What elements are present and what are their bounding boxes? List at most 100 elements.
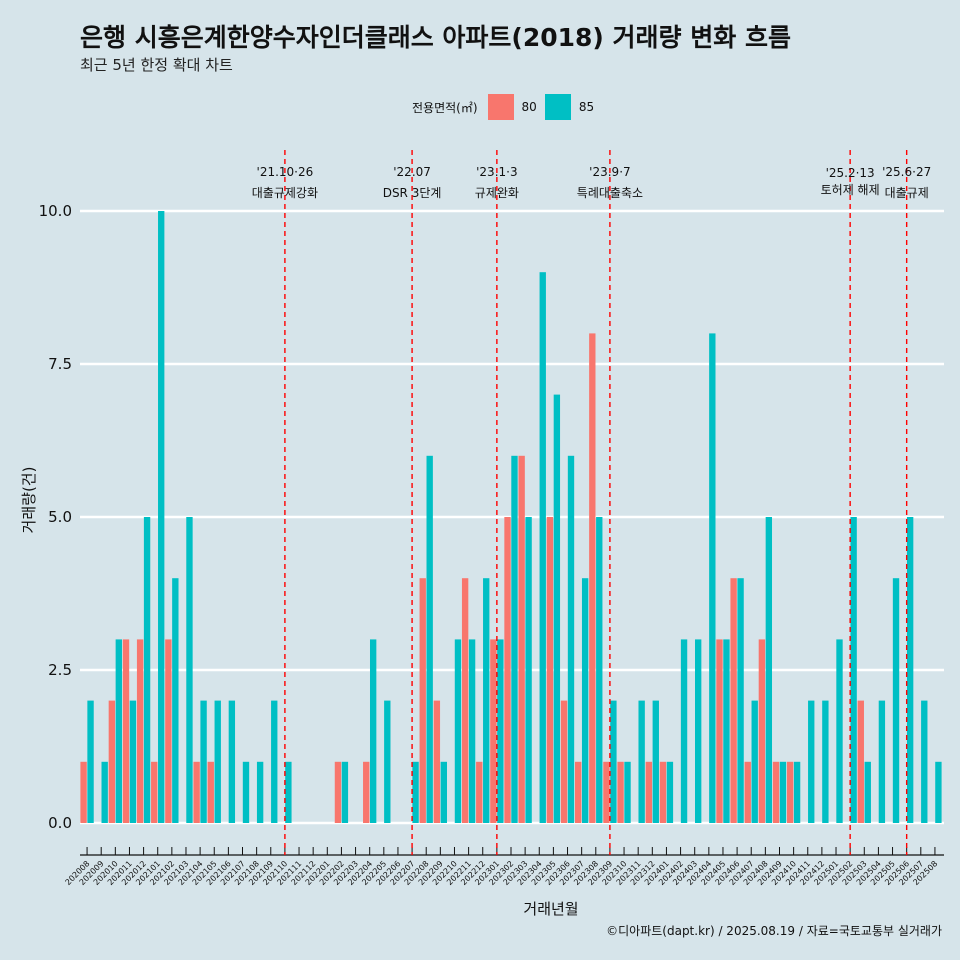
bar-85-202407 [751, 700, 758, 823]
bar-85-202303 [525, 517, 532, 823]
event-label-text-3: 특례대출축소 [577, 186, 643, 200]
bar-80-202211 [461, 578, 469, 823]
bar-80-202102 [165, 639, 172, 823]
bar-80-202405 [716, 639, 723, 823]
bar-85-202501 [836, 639, 843, 823]
bar-85-202411 [808, 700, 815, 823]
bar-80-202307 [575, 761, 582, 823]
bar-80-202012 [136, 639, 144, 823]
legend-title: 전용면적(㎡) [412, 100, 478, 115]
bar-85-202402 [680, 639, 688, 823]
bar-80-202310 [617, 761, 624, 823]
legend-swatch-80 [487, 94, 514, 120]
bar-85-202205 [384, 700, 391, 823]
y-axis-title: 거래량(건) [20, 467, 38, 534]
bar-85-202103 [186, 517, 193, 823]
bar-85-202408 [765, 517, 773, 823]
bar-80-202204 [363, 761, 370, 823]
bar-85-202304 [539, 272, 546, 823]
bar-85-202504 [878, 700, 886, 823]
bar-85-202307 [581, 578, 589, 823]
bar-85-202108 [256, 761, 264, 823]
bar-80-202105 [207, 761, 214, 823]
bar-85-202208 [426, 455, 433, 823]
bar-85-202508 [935, 761, 942, 823]
bar-85-202305 [553, 394, 561, 823]
bar-80-202312 [645, 761, 653, 823]
bar-80-202407 [744, 761, 751, 823]
source-caption: ©디아파트(dapt.kr) / 2025.08.19 / 자료=국토교통부 실… [606, 924, 942, 938]
bar-85-202207 [412, 761, 419, 823]
y-tick-label: 5.0 [48, 508, 72, 526]
bar-85-202110 [285, 761, 292, 823]
event-label-text-5: 대출규제 [885, 186, 929, 200]
bar-80-202011 [122, 639, 130, 823]
bar-85-202109 [271, 700, 278, 823]
bar-85-202107 [242, 761, 250, 823]
bar-85-202101 [158, 211, 165, 823]
bar-85-202202 [341, 761, 349, 823]
bar-85-202105 [214, 700, 221, 823]
bar-85-202106 [228, 700, 236, 823]
bar-80-202301 [490, 639, 497, 823]
event-label-text-1: DSR 3단계 [383, 186, 442, 200]
bar-80-202302 [504, 517, 511, 823]
bar-80-202409 [772, 761, 780, 823]
bar-80-202101 [151, 761, 158, 823]
bar-85-202506 [906, 517, 914, 823]
bar-80-202410 [786, 761, 794, 823]
event-label-date-0: '21.10·26 [257, 165, 314, 179]
bar-80-202104 [193, 761, 200, 823]
legend-label-85: 85 [578, 100, 595, 114]
bar-85-202406 [737, 578, 744, 823]
bar-85-202410 [793, 761, 801, 823]
bar-85-202010 [115, 639, 122, 823]
bar-85-202401 [666, 761, 674, 823]
bar-80-202408 [758, 639, 766, 823]
bar-85-202404 [709, 333, 716, 823]
bar-85-202009 [101, 761, 108, 823]
event-label-text-0: 대출규제강화 [252, 186, 318, 200]
y-tick-label: 7.5 [48, 355, 72, 373]
bar-85-202412 [822, 700, 829, 823]
bar-85-202011 [129, 700, 137, 823]
bar-80-202202 [334, 761, 342, 823]
bar-80-202308 [589, 333, 596, 823]
chart-subtitle: 최근 5년 한정 확대 차트 [80, 56, 233, 74]
chart-title: 은행 시흥은계한양수자인더클래스 아파트(2018) 거래량 변화 흐름 [80, 23, 791, 52]
bar-85-202306 [567, 455, 575, 823]
bar-80-202212 [476, 761, 483, 823]
bar-80-202401 [659, 761, 667, 823]
bar-85-202308 [596, 517, 603, 823]
event-label-date-1: '22.07 [393, 165, 431, 179]
event-label-date-5: '25.6·27 [882, 165, 931, 179]
bar-85-202311 [638, 700, 645, 823]
bar-85-202212 [483, 578, 490, 823]
bar-80-202208 [419, 578, 426, 823]
bar-80-202010 [108, 700, 116, 823]
bar-85-202302 [511, 455, 518, 823]
event-label-text-4: 토허제 해제 [821, 183, 880, 197]
bar-85-202505 [892, 578, 900, 823]
event-label-date-3: '23.9·7 [589, 165, 630, 179]
bar-85-202312 [652, 700, 659, 823]
bar-80-202305 [546, 517, 554, 823]
bar-85-202301 [497, 639, 504, 823]
y-tick-label: 0.0 [48, 814, 72, 832]
bar-80-202309 [603, 761, 610, 823]
bar-85-202503 [864, 761, 871, 823]
event-label-text-2: 규제완화 [475, 186, 519, 200]
legend-swatch-85 [544, 94, 571, 120]
x-axis-title: 거래년월 [523, 900, 578, 918]
bar-80-202008 [80, 761, 87, 823]
bar-85-202409 [779, 761, 787, 823]
y-tick-label: 2.5 [48, 661, 72, 679]
bar-85-202104 [200, 700, 207, 823]
legend-item-80: 80 [487, 94, 537, 120]
bar-80-202406 [730, 578, 737, 823]
bar-85-202309 [610, 700, 617, 823]
y-tick-label: 10.0 [39, 202, 72, 220]
legend-label-80: 80 [521, 100, 537, 114]
